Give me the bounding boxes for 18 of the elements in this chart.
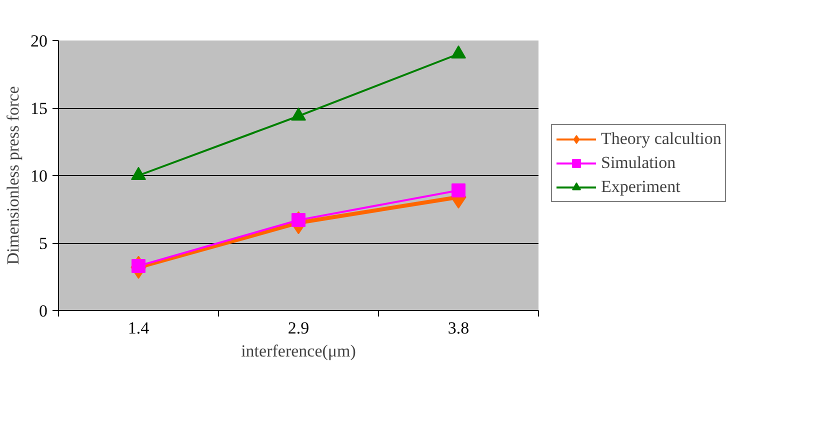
y-tick-label: 15 (30, 99, 48, 118)
point (131, 166, 146, 180)
y-tick-label: 5 (39, 234, 48, 253)
y-tick-label: 10 (30, 166, 48, 186)
legend-label: Simulation (601, 153, 676, 173)
legend-label: Experiment (601, 177, 680, 197)
point (292, 213, 306, 228)
x-axis-title: interference(μm) (241, 342, 356, 360)
x-tick-label: 2.9 (288, 318, 310, 338)
y-tick-label: 0 (39, 302, 48, 320)
y-axis-title: Dimensionless press force (4, 86, 22, 265)
x-tick-label: 3.8 (448, 318, 470, 338)
point (452, 183, 466, 198)
legend-label: Theory calcultion (601, 129, 722, 149)
y-tick-label: 20 (30, 32, 48, 50)
point (451, 45, 466, 59)
x-tick-label: 1.4 (128, 318, 150, 338)
point (291, 108, 306, 121)
